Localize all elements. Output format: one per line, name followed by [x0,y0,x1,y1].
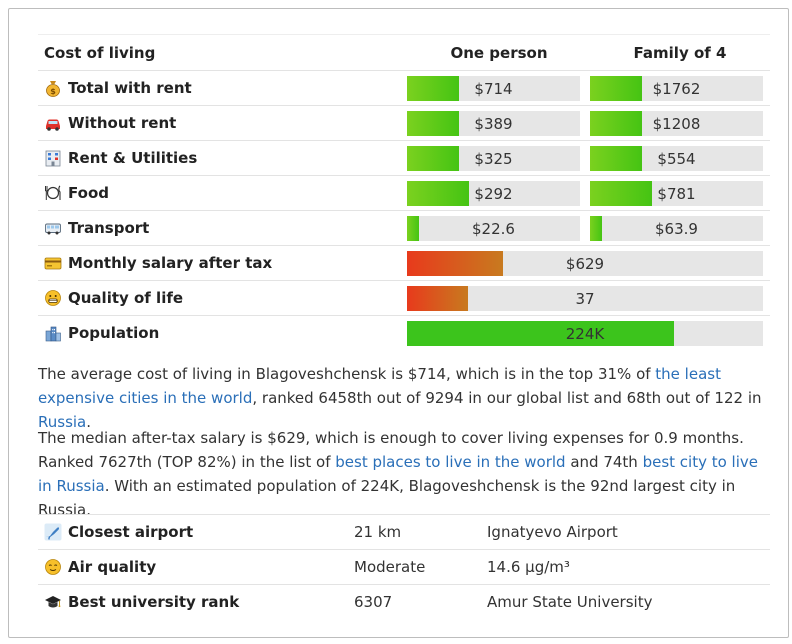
table-row: Closest airport 21 km Ignatyevo Airport [38,515,770,550]
airplane-icon [44,523,62,541]
row-label: Rent & Utilities [68,149,198,167]
family-value: $781 [657,184,696,203]
info-value: 21 km [354,523,402,541]
salary-bar: $629 [407,251,763,276]
family-value: $1208 [652,114,701,133]
paragraph-text: The median after-tax salary is $629, whi… [38,429,744,471]
family-fill [590,111,642,136]
one-person-bar: $22.6 [407,216,580,241]
graduation-cap-icon [44,593,62,611]
family-bar: $781 [590,181,763,206]
row-label: Population [68,324,160,342]
population-bar: 224K [407,321,763,346]
population-fill [407,321,674,346]
row-label: Transport [68,219,150,237]
paragraph-text: and 74th [565,453,643,471]
one-person-bar: $389 [407,111,580,136]
one-person-value: $292 [474,184,513,203]
one-person-fill [407,111,459,136]
family-fill [590,76,642,101]
family-fill [590,216,603,241]
table-row: Quality of life 37 [38,281,770,316]
one-person-value: $22.6 [472,219,515,238]
header-title: Cost of living [44,43,156,62]
one-person-value: $325 [474,149,513,168]
car-icon [44,114,62,132]
salary-paragraph: The median after-tax salary is $629, whi… [38,426,770,522]
quality-value: 37 [575,289,595,308]
info-value: 6307 [354,593,393,611]
info-extra: Ignatyevo Airport [487,523,618,541]
row-label: Food [68,184,109,202]
family-fill [590,146,642,171]
paragraph-text: The average cost of living in Blagoveshc… [38,365,656,383]
cost-of-living-table: Cost of living One person Family of 4 $ … [38,34,770,350]
plate-cutlery-icon [44,184,62,202]
info-extra: 14.6 µg/m³ [487,558,570,576]
table-row: Air quality Moderate 14.6 µg/m³ [38,550,770,585]
best-places-world-link[interactable]: best places to live in the world [335,453,566,471]
least-expensive-cities-link[interactable]: the least expensive cities in the world [38,365,721,407]
city-icon [44,324,62,342]
family-bar: $554 [590,146,763,171]
info-label: Closest airport [68,523,194,541]
table-row: Rent & Utilities $325 $554 [38,141,770,176]
population-value: 224K [565,324,605,343]
row-label: Monthly salary after tax [68,254,273,272]
header-one-person: One person [450,43,548,62]
family-bar: $1208 [590,111,763,136]
info-table: Closest airport 21 km Ignatyevo Airport … [38,514,770,619]
one-person-bar: $292 [407,181,580,206]
table-row: Without rent $389 $1208 [38,106,770,141]
info-label: Best university rank [68,593,240,611]
one-person-value: $389 [474,114,513,133]
paragraph-text: . With an estimated population of 224K, … [38,477,736,519]
family-value: $554 [657,149,696,168]
credit-card-icon [44,254,62,272]
svg-text:$: $ [50,87,56,96]
table-row: Population 224K [38,316,770,350]
table-row: Transport $22.6 $63.9 [38,211,770,246]
one-person-bar: $714 [407,76,580,101]
paragraph-text: . [86,413,92,431]
russia-link[interactable]: Russia [38,413,87,431]
family-bar: $63.9 [590,216,763,241]
one-person-fill [407,76,459,101]
table-row: Food $292 $781 [38,176,770,211]
paragraph-text: , ranked 6458th out of 9294 in our globa… [252,389,762,407]
info-value: Moderate [354,558,426,576]
family-value: $63.9 [655,219,698,238]
summary-paragraph: The average cost of living in Blagoveshc… [38,362,770,434]
salary-value: $629 [565,254,605,273]
best-city-russia-link[interactable]: best city to live in Russia [38,453,759,495]
one-person-fill [407,146,459,171]
info-label: Air quality [68,558,157,576]
row-label: Total with rent [68,79,192,97]
bus-icon [44,219,62,237]
salary-fill [407,251,504,276]
building-icon [44,149,62,167]
family-bar: $1762 [590,76,763,101]
family-value: $1762 [652,79,701,98]
one-person-value: $714 [474,79,513,98]
table-header: Cost of living One person Family of 4 [38,34,770,71]
quality-bar: 37 [407,286,763,311]
row-label: Quality of life [68,289,184,307]
info-extra: Amur State University [487,593,653,611]
row-label: Without rent [68,114,177,132]
one-person-fill [407,216,420,241]
table-row: Monthly salary after tax $629 [38,246,770,281]
quality-fill [407,286,468,311]
relieved-face-icon [44,558,62,576]
one-person-fill [407,181,470,206]
table-row: $ Total with rent $714 $1762 [38,71,770,106]
header-family: Family of 4 [633,43,727,62]
table-row: Best university rank 6307 Amur State Uni… [38,585,770,619]
money-bag-icon: $ [44,79,62,97]
one-person-bar: $325 [407,146,580,171]
family-fill [590,181,653,206]
grinning-face-icon [44,289,62,307]
